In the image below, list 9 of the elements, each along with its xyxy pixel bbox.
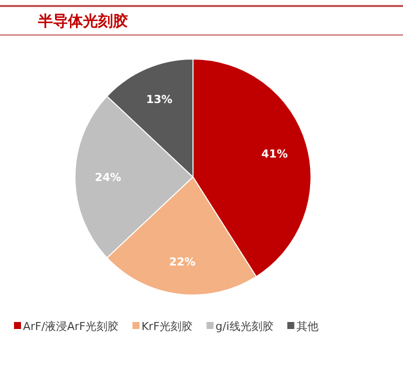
chart-title: 半导体光刻胶 — [37, 12, 128, 30]
data-label: 41% — [261, 147, 288, 160]
legend-label: ArF/液浸ArF光刻胶 — [23, 320, 118, 333]
legend-label: 其他 — [296, 320, 318, 333]
legend-label: KrF光刻胶 — [141, 320, 193, 333]
data-label: 13% — [146, 93, 172, 106]
data-label: 24% — [94, 171, 122, 184]
legend-label: g/i线光刻胶 — [216, 320, 274, 333]
data-label: 22% — [169, 255, 196, 268]
